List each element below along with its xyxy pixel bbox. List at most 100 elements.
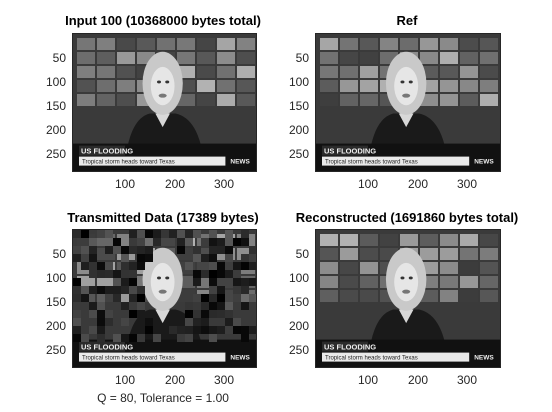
x-tick: 100 [357,177,379,191]
x-tick: 300 [456,177,478,191]
block-artifact [145,254,153,262]
block-artifact [249,278,256,286]
monitor-tile [360,248,378,260]
headline-text: US FLOODING [324,343,376,352]
monitor-tile [340,234,358,246]
block-artifact [137,286,145,294]
monitor-tile [117,38,135,50]
block-artifact [193,278,201,286]
block-artifact [129,278,137,286]
block-artifact [137,230,145,238]
block-artifact [217,310,225,318]
x-tick: 300 [213,373,235,387]
block-artifact [249,294,256,302]
panel-title: Transmitted Data (17389 bytes) [67,210,259,225]
anchor-eye [408,80,413,84]
monitor-tile [340,52,358,64]
y-tick: 50 [295,51,309,65]
ticker-text: Tropical storm heads toward Texas [325,160,418,166]
block-artifact [73,326,81,334]
monitor-tile [320,80,338,92]
block-artifact [121,278,129,286]
block-artifact [225,230,233,238]
y-tick: 150 [288,295,309,309]
block-artifact [113,286,121,294]
monitor-tile [480,276,498,288]
monitor-tile [440,38,458,50]
block-artifact [137,262,145,270]
block-artifact [89,302,97,310]
monitor-tile [340,262,358,274]
block-artifact [73,286,81,294]
block-artifact [121,270,129,278]
monitor-tile [400,234,418,246]
block-artifact [169,326,177,334]
block-artifact [105,270,113,278]
monitor-tile [177,94,195,106]
block-artifact [241,302,249,310]
input-image: US FLOODING Tropical storm heads toward T… [72,33,257,172]
reconstructed-image: US FLOODING Tropical storm heads toward T… [315,229,501,368]
block-artifact [225,318,233,326]
monitor-tile [460,262,478,274]
monitor-tile [237,80,255,92]
block-artifact [81,286,89,294]
block-artifact [137,310,145,318]
x-tick: 300 [456,373,478,387]
x-tick: 200 [164,373,186,387]
block-artifact [121,254,129,262]
block-artifact [177,246,185,254]
monitor-tile [460,66,478,78]
block-artifact [73,294,81,302]
block-artifact [193,254,201,262]
block-artifact [73,278,81,286]
monitor-tile [97,94,115,106]
anchor-eye [165,80,170,84]
block-artifact [249,262,256,270]
x-tick: 300 [213,177,235,191]
block-artifact [129,238,137,246]
monitor-tile [460,38,478,50]
block-artifact [185,318,193,326]
block-artifact [97,302,105,310]
channel-logo-text: NEWS [230,355,250,362]
block-artifact [97,262,105,270]
y-tick: 200 [288,123,309,137]
block-artifact [97,334,105,342]
block-artifact [241,254,249,262]
y-tick: 250 [45,147,66,161]
monitor-tile [320,94,338,106]
monitor-tile [340,66,358,78]
ticker-strip [79,352,226,362]
monitor-tile [360,94,378,106]
ticker-strip [322,352,470,362]
block-artifact [121,262,129,270]
block-artifact [241,238,249,246]
monitor-tile [320,290,338,302]
panel-title: Ref [396,13,418,28]
block-artifact [113,278,121,286]
anchor-mouth [158,289,167,294]
x-axis-label: Q = 80, Tolerance = 1.00 [97,391,229,405]
block-artifact [113,334,121,342]
monitor-tile [420,248,438,260]
monitor-tile [340,38,358,50]
monitor-tile [480,262,498,274]
block-artifact [241,278,249,286]
monitor-tile [137,38,155,50]
headline-text: US FLOODING [81,147,133,156]
block-artifact [137,254,145,262]
monitor-tile [117,66,135,78]
block-artifact [209,246,217,254]
block-artifact [201,270,209,278]
block-artifact [193,326,201,334]
monitor-tile [320,234,338,246]
monitor-tile [320,52,338,64]
monitor-tile [340,94,358,106]
block-artifact [113,270,121,278]
block-artifact [89,262,97,270]
block-artifact [81,294,89,302]
block-artifact [217,262,225,270]
monitor-tile [237,38,255,50]
x-tick: 100 [114,177,136,191]
